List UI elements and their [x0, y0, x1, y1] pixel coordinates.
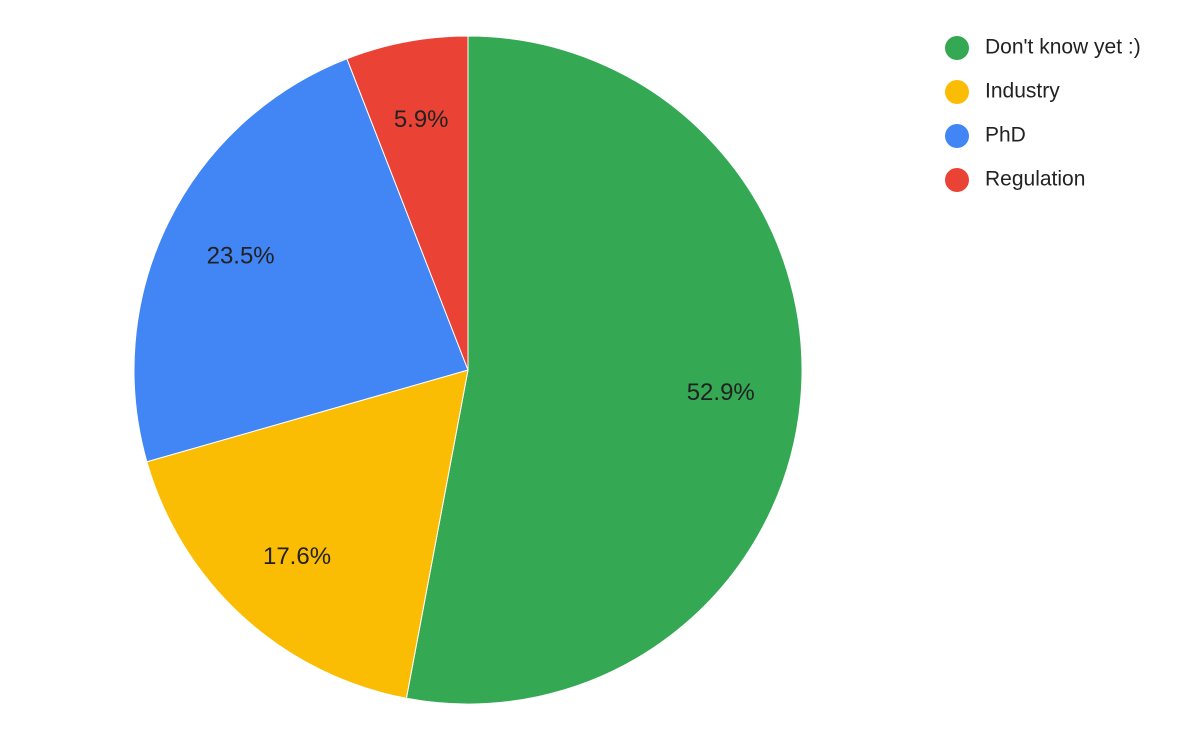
legend-marker — [945, 168, 969, 192]
pie-slice — [146, 369, 469, 699]
pie-slice — [405, 35, 803, 705]
legend-marker — [945, 36, 969, 60]
slice-label: 5.9% — [394, 106, 449, 133]
slice-label: 23.5% — [207, 242, 275, 269]
legend-marker — [945, 80, 969, 104]
legend-label: Industry — [985, 80, 1060, 103]
pie-slice — [346, 35, 469, 371]
slice-label: 52.9% — [687, 379, 755, 406]
legend-label: PhD — [985, 124, 1026, 147]
pie-slice — [133, 58, 469, 463]
legend-label: Don't know yet :) — [985, 36, 1141, 59]
legend-label: Regulation — [985, 168, 1085, 191]
legend-marker — [945, 124, 969, 148]
slice-label: 17.6% — [263, 543, 331, 570]
